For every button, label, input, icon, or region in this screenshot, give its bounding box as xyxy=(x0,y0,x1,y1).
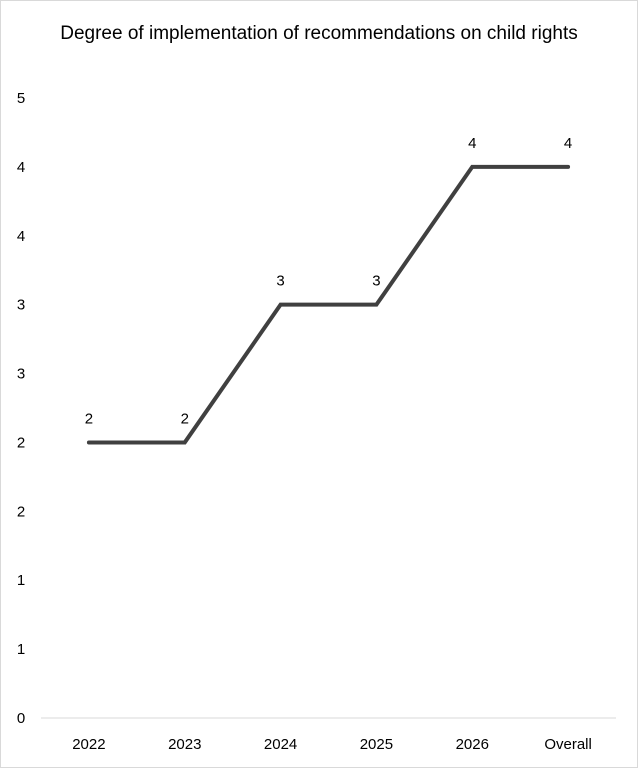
y-tick-label: 5 xyxy=(17,90,25,107)
series-line xyxy=(86,164,571,445)
data-label: 4 xyxy=(468,135,476,152)
y-tick-label: 2 xyxy=(17,503,25,520)
y-tick-label: 1 xyxy=(17,572,25,589)
x-tick-label: 2026 xyxy=(456,736,489,753)
data-labels: 2 2 3 3 4 4 xyxy=(85,135,573,428)
y-tick-label: 3 xyxy=(17,366,25,383)
y-tick-label: 2 xyxy=(17,434,25,451)
chart-title: Degree of implementation of recommendati… xyxy=(60,23,578,44)
y-tick-label: 4 xyxy=(17,159,25,176)
y-tick-label: 3 xyxy=(17,297,25,314)
y-tick-label: 4 xyxy=(17,228,25,245)
data-label: 3 xyxy=(276,273,284,290)
x-tick-label: 2024 xyxy=(264,736,297,753)
x-tick-label: Overall xyxy=(544,736,592,753)
data-label: 2 xyxy=(85,410,93,427)
data-label: 4 xyxy=(564,135,572,152)
x-tick-label: 2022 xyxy=(72,736,105,753)
data-label: 3 xyxy=(372,273,380,290)
y-tick-label: 0 xyxy=(17,710,25,727)
data-label: 2 xyxy=(181,410,189,427)
y-axis-labels: 0 1 1 2 2 3 3 4 4 5 xyxy=(17,90,25,727)
series-group xyxy=(86,164,571,445)
y-tick-label: 1 xyxy=(17,641,25,658)
x-axis-labels: 2022 2023 2024 2025 2026 Overall xyxy=(72,736,592,753)
x-tick-label: 2025 xyxy=(360,736,393,753)
x-tick-label: 2023 xyxy=(168,736,201,753)
